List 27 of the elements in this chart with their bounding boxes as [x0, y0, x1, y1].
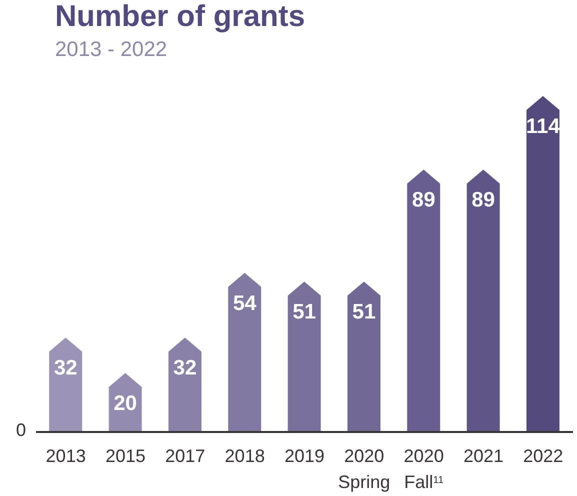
- x-tick-label: 2018: [224, 446, 265, 466]
- x-tick-label: 2022: [523, 446, 564, 466]
- data-label: 32: [173, 356, 197, 380]
- bar: [466, 170, 500, 432]
- chart-title: Number of grants: [55, 0, 306, 34]
- data-label: 114: [526, 114, 560, 138]
- x-tick-label: 2020 Fall$^{11}$: [404, 446, 444, 492]
- data-label: 89: [472, 188, 495, 212]
- data-label: 89: [412, 188, 436, 212]
- x-tick-label: 2020 Spring: [338, 446, 390, 492]
- bar: [288, 282, 321, 432]
- data-label: 32: [54, 356, 78, 380]
- data-label: 51: [292, 300, 316, 324]
- data-label: 20: [114, 392, 137, 415]
- x-tick-label: 2013: [46, 446, 86, 466]
- bar: [407, 170, 440, 432]
- chart-subtitle: 2013 - 2022: [55, 38, 168, 62]
- bar: [347, 282, 380, 432]
- text: 0: [16, 420, 26, 441]
- data-label: 51: [352, 300, 376, 324]
- data-label: 54: [232, 292, 257, 315]
- x-tick-label: 2021: [463, 446, 504, 466]
- x-tick-label: 2017: [165, 446, 206, 466]
- x-tick-label: 2015: [105, 446, 146, 466]
- bar: [228, 272, 262, 432]
- x-tick-label: 2019: [284, 446, 325, 466]
- bar: [526, 96, 560, 432]
